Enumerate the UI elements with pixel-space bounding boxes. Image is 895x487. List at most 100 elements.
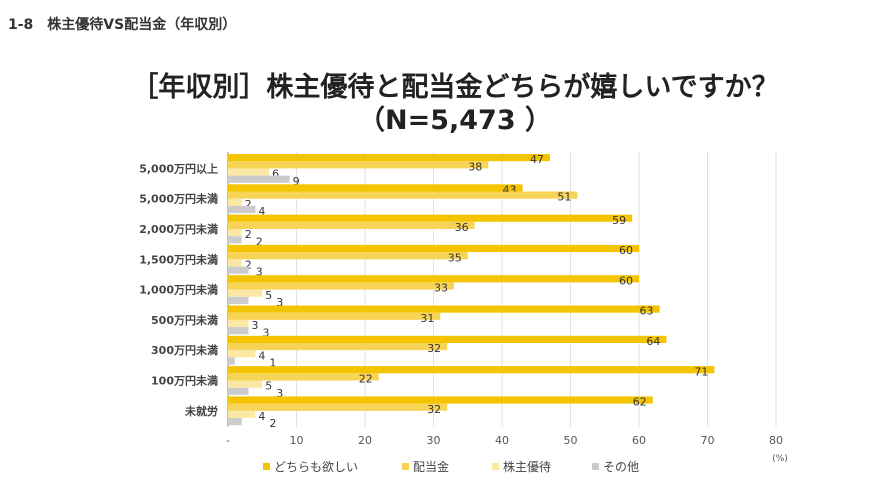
bar: [228, 366, 715, 374]
bar: [228, 296, 249, 304]
data-label: 5: [265, 380, 272, 393]
bar: [228, 289, 263, 297]
data-label: 38: [468, 160, 482, 173]
bar: [228, 380, 263, 388]
category-label: 300万円未満: [151, 343, 218, 357]
data-label: 4: [258, 205, 265, 218]
x-tick-label: 40: [495, 434, 509, 447]
data-label: 2: [245, 198, 252, 211]
data-label: 47: [530, 153, 544, 166]
legend-swatch: [402, 463, 409, 470]
data-label: 63: [640, 305, 654, 318]
chart-title: ［年収別］株主優待と配当金どちらが嬉しいですか？: [131, 72, 779, 103]
bar: [228, 236, 242, 244]
legend-swatch: [492, 463, 499, 470]
x-tick-label: 80: [769, 434, 783, 447]
bar: [228, 373, 379, 381]
data-label: 51: [557, 191, 571, 204]
legend-label: 配当金: [413, 459, 449, 474]
section-header: 1-8 株主優待VS配当金（年収別）: [8, 17, 237, 33]
bar: [228, 275, 639, 283]
bar: [228, 259, 242, 267]
bar: [228, 214, 633, 222]
category-label: 100万円未満: [151, 374, 218, 388]
data-label: 32: [427, 403, 441, 416]
bar: [228, 161, 489, 169]
bar: [228, 252, 468, 260]
bar: [228, 396, 653, 404]
category-label: 1,500万円未満: [139, 252, 218, 266]
data-label: 4: [258, 410, 265, 423]
data-label: 59: [612, 214, 626, 227]
bar: [228, 410, 256, 418]
data-label: 3: [252, 319, 259, 332]
bar: [228, 335, 667, 343]
data-label: 2: [245, 228, 252, 241]
bar: [228, 229, 242, 237]
x-tick-label: 50: [564, 434, 578, 447]
bar: [228, 244, 639, 253]
bar: [228, 343, 448, 351]
data-label: 60: [619, 244, 633, 257]
data-label: 60: [619, 274, 633, 287]
data-label: 3: [276, 296, 283, 309]
category-label: 1,000万円未満: [139, 283, 218, 297]
bar: [228, 191, 578, 199]
bar: [228, 418, 242, 426]
bar: [228, 154, 550, 162]
legend-label: 株主優待: [503, 459, 551, 474]
data-label: 36: [455, 221, 469, 234]
bar: [228, 327, 249, 335]
x-tick-label: 70: [701, 434, 715, 447]
bar: [228, 357, 235, 365]
legend-label: どちらも欲しい: [274, 460, 358, 474]
x-tick-label: 20: [358, 434, 372, 447]
data-label: 9: [293, 175, 300, 188]
bar: [228, 198, 242, 206]
data-label: 35: [448, 251, 462, 264]
bar: [228, 168, 270, 176]
data-label: 64: [646, 335, 660, 348]
data-label: 33: [434, 282, 448, 295]
legend-swatch: [592, 463, 599, 470]
data-label: 2: [256, 235, 263, 248]
data-label: 3: [276, 387, 283, 400]
category-label: 未就労: [184, 404, 218, 418]
data-label: 4: [258, 349, 265, 362]
x-tick-label: 60: [632, 434, 646, 447]
data-label: 6: [272, 168, 279, 181]
bar: [228, 205, 256, 214]
bar: [228, 175, 290, 183]
data-label: 2: [245, 259, 252, 272]
legend-label: その他: [603, 460, 639, 474]
data-label: 1: [269, 357, 276, 370]
x-tick-label: 10: [290, 434, 304, 447]
data-label: 22: [359, 373, 373, 386]
bar: [228, 305, 660, 313]
x-tick-label: -: [226, 434, 230, 447]
chart-subtitle: （N=5,473 ）: [357, 105, 553, 136]
bar: [228, 350, 256, 358]
category-label: 500万円未満: [151, 313, 218, 327]
x-unit-label: (%): [772, 454, 788, 464]
category-label: 5,000万円未満: [139, 192, 218, 206]
bar: [228, 403, 448, 411]
data-label: 71: [694, 365, 708, 378]
data-label: 31: [420, 312, 434, 325]
data-label: 32: [427, 342, 441, 355]
bar: [228, 387, 249, 395]
bar: [228, 282, 455, 290]
x-tick-label: 30: [427, 434, 441, 447]
data-label: 5: [265, 289, 272, 302]
category-label: 5,000万円以上: [139, 161, 218, 175]
bar: [228, 319, 249, 328]
data-label: 2: [269, 417, 276, 430]
bar: [228, 266, 249, 274]
bar: [228, 184, 523, 192]
data-label: 3: [263, 326, 270, 339]
bar: [228, 221, 475, 229]
data-label: 3: [256, 266, 263, 279]
bar: [228, 312, 441, 320]
legend-swatch: [263, 463, 270, 470]
